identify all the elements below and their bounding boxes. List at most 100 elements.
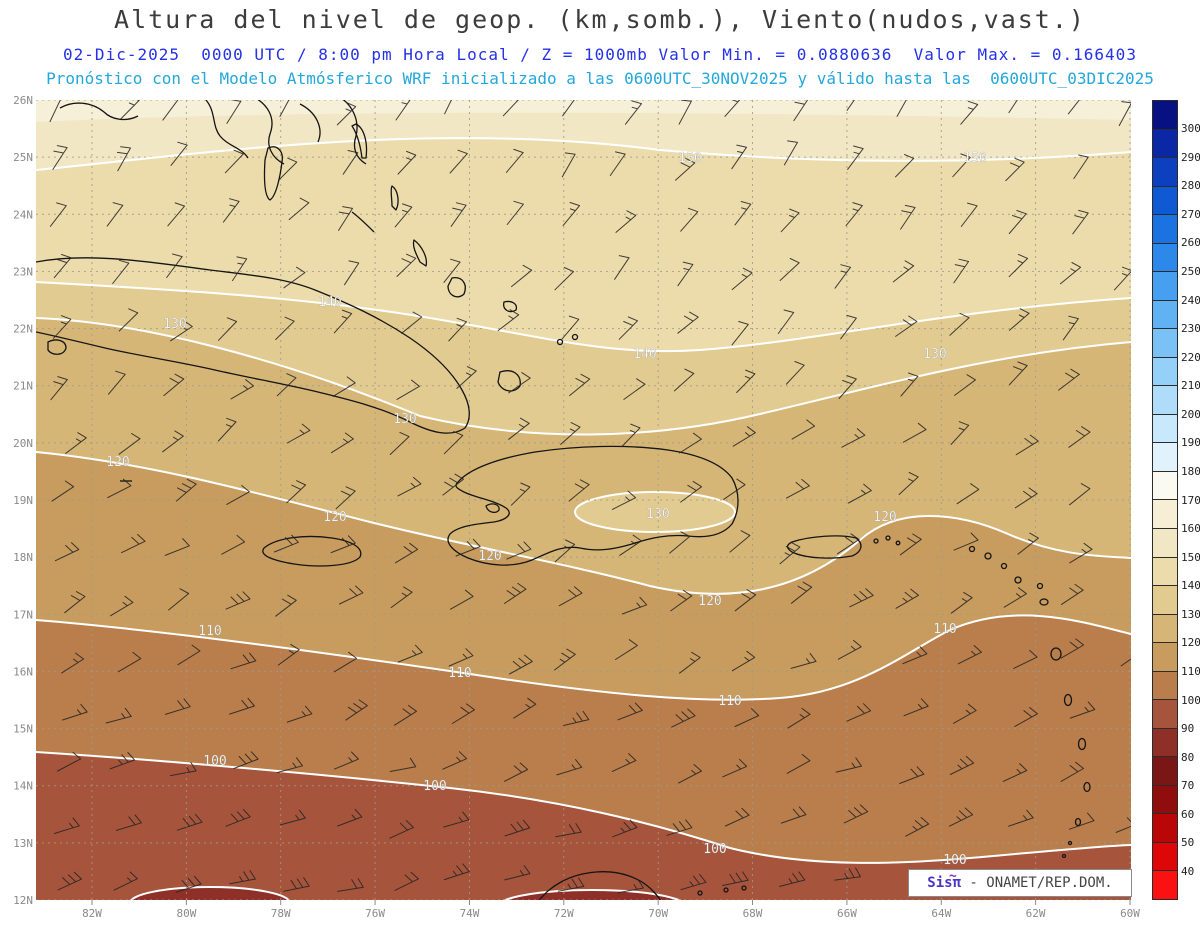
wind-barb bbox=[283, 266, 306, 289]
coastline-cuba bbox=[36, 257, 470, 434]
wind-barb bbox=[508, 372, 531, 394]
contour-label: 110 bbox=[933, 622, 956, 637]
wind-barb bbox=[334, 751, 359, 770]
wind-barb bbox=[731, 321, 749, 346]
wind-barb bbox=[899, 766, 925, 784]
lat-label: 13N bbox=[13, 837, 33, 850]
wind-barb bbox=[105, 707, 132, 724]
wind-barb bbox=[1060, 638, 1085, 659]
colorbar-tick-label: 250 bbox=[1181, 264, 1200, 278]
lat-label: 17N bbox=[13, 608, 33, 621]
contour-label: 110 bbox=[448, 666, 471, 681]
wind-barb bbox=[1118, 101, 1131, 127]
colorbar-tick-label: 50 bbox=[1181, 836, 1195, 850]
wind-barb bbox=[337, 809, 363, 827]
wind-barb bbox=[841, 428, 866, 448]
wind-barb bbox=[612, 819, 638, 838]
wind-barb bbox=[442, 751, 468, 770]
colorbar-cell bbox=[1153, 243, 1177, 273]
colorbar-tick-label: 300 bbox=[1181, 122, 1200, 136]
lon-label: 76W bbox=[365, 907, 385, 920]
wind-barb bbox=[509, 654, 533, 675]
closed-130-contour bbox=[574, 491, 736, 533]
colorbar-cell bbox=[1153, 186, 1177, 216]
wind-barb bbox=[846, 703, 872, 722]
low-center-patch bbox=[502, 889, 682, 900]
wind-barb bbox=[57, 871, 83, 891]
wind-barb bbox=[905, 817, 930, 837]
wind-barb bbox=[849, 588, 874, 608]
wind-barb bbox=[389, 820, 414, 839]
wind-barb bbox=[53, 817, 80, 834]
lon-label: 66W bbox=[837, 907, 857, 920]
wind-barb bbox=[397, 644, 423, 663]
credit-org-label: - ONAMET/REP.DOM. bbox=[961, 875, 1113, 891]
wind-barb bbox=[277, 157, 298, 181]
wind-barb bbox=[953, 532, 979, 551]
lat-label: 22N bbox=[13, 323, 33, 336]
wind-barb bbox=[167, 202, 186, 227]
colorbar-tick-label: 140 bbox=[1181, 579, 1200, 593]
wind-barb bbox=[456, 366, 477, 389]
wind-barb bbox=[623, 378, 646, 400]
contour-label: 130 bbox=[163, 317, 186, 332]
wind-barb bbox=[390, 586, 413, 609]
coastline-dominica bbox=[1063, 693, 1073, 707]
contour-label: 120 bbox=[323, 510, 346, 525]
contour-label: 120 bbox=[478, 549, 501, 564]
colorbar-cell bbox=[1153, 557, 1177, 587]
wind-barb bbox=[960, 100, 979, 125]
lat-label: 15N bbox=[13, 723, 33, 736]
colorbar-cell bbox=[1153, 671, 1177, 701]
wind-barb bbox=[724, 100, 741, 117]
colorbar-cell bbox=[1153, 528, 1177, 558]
contour-label: 110 bbox=[198, 624, 221, 639]
wind-barb bbox=[948, 807, 974, 827]
wind-barb bbox=[450, 589, 474, 610]
wind-barb bbox=[175, 875, 202, 893]
wind-barb bbox=[164, 538, 190, 556]
coastline-puerto-rico bbox=[786, 535, 862, 559]
wind-barb bbox=[786, 753, 811, 774]
wind-barb bbox=[734, 201, 752, 226]
wind-barb bbox=[779, 541, 801, 565]
wind-barb bbox=[678, 100, 692, 125]
wind-barb bbox=[513, 697, 537, 719]
wind-barb bbox=[1073, 154, 1089, 180]
contour-label: 110 bbox=[718, 694, 741, 709]
wind-barb bbox=[116, 146, 131, 172]
wind-barb bbox=[561, 315, 580, 340]
contour-label: 100 bbox=[423, 779, 446, 794]
wind-barb bbox=[680, 207, 699, 232]
wind-barb bbox=[611, 753, 637, 772]
closed-contour-overlays bbox=[130, 491, 736, 900]
wind-barb bbox=[49, 202, 67, 227]
wind-barb bbox=[779, 258, 800, 281]
wind-barb bbox=[677, 311, 699, 334]
colorbar-tick-label: 280 bbox=[1181, 179, 1200, 193]
wind-barb bbox=[1014, 707, 1038, 727]
lat-label: 16N bbox=[13, 665, 33, 678]
contour-fill-bands bbox=[36, 100, 1131, 900]
wind-barb bbox=[724, 807, 750, 827]
wind-barb bbox=[1058, 368, 1080, 391]
wind-barb bbox=[956, 483, 980, 505]
coastline-grenadines bbox=[1061, 853, 1067, 859]
wind-barb bbox=[497, 309, 520, 332]
wind-barb bbox=[444, 100, 452, 115]
wind-barb bbox=[61, 652, 85, 674]
wind-barb bbox=[848, 483, 872, 504]
wind-barb bbox=[279, 809, 306, 826]
wind-barb bbox=[53, 254, 72, 279]
contour-label: 140 bbox=[318, 295, 341, 310]
wind-barb bbox=[903, 698, 929, 717]
colorbar-cell bbox=[1153, 386, 1177, 415]
wind-barb bbox=[953, 258, 970, 284]
wind-barb bbox=[732, 426, 756, 447]
wind-barb bbox=[834, 264, 851, 289]
contour-110 bbox=[36, 614, 1131, 701]
coastline-bahama-bank bbox=[342, 100, 367, 165]
colorbar-tick-label: 270 bbox=[1181, 207, 1200, 221]
coastline-isla-juventud bbox=[47, 339, 67, 355]
coastline-long-island bbox=[412, 239, 428, 267]
